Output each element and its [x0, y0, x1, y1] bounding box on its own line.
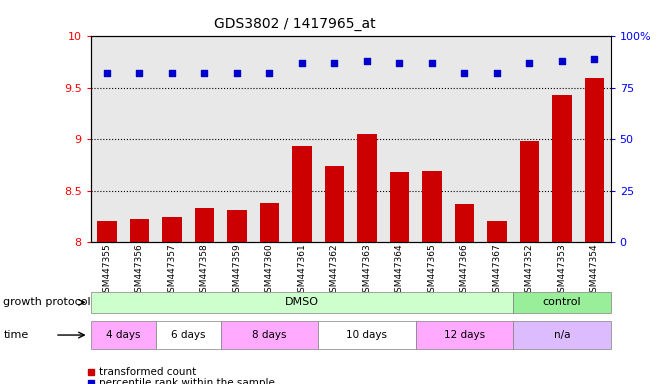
Bar	[227, 210, 246, 242]
Bar	[357, 134, 376, 242]
Point	[101, 70, 112, 76]
Point	[264, 70, 274, 76]
Text: transformed count: transformed count	[99, 367, 197, 377]
Text: 12 days: 12 days	[444, 330, 485, 340]
Bar	[487, 222, 507, 242]
Point	[589, 56, 600, 62]
Bar	[454, 204, 474, 242]
Bar	[162, 217, 182, 242]
Bar	[552, 95, 572, 242]
Text: control: control	[543, 297, 581, 308]
Bar	[130, 219, 149, 242]
Text: n/a: n/a	[554, 330, 570, 340]
Point	[231, 70, 242, 76]
Bar	[97, 222, 117, 242]
Text: growth protocol: growth protocol	[3, 297, 91, 308]
Text: 6 days: 6 days	[171, 330, 205, 340]
Bar	[325, 166, 344, 242]
Bar	[195, 208, 214, 242]
Point	[134, 70, 145, 76]
Point	[362, 58, 372, 64]
Bar	[422, 171, 442, 242]
Point	[427, 60, 437, 66]
Bar	[292, 146, 311, 242]
Point	[166, 70, 177, 76]
Point	[297, 60, 307, 66]
Text: 10 days: 10 days	[346, 330, 387, 340]
Text: percentile rank within the sample: percentile rank within the sample	[99, 378, 275, 384]
Text: 4 days: 4 days	[106, 330, 140, 340]
Bar	[519, 141, 539, 242]
Text: GDS3802 / 1417965_at: GDS3802 / 1417965_at	[215, 17, 376, 31]
Bar	[260, 203, 279, 242]
Point	[556, 58, 567, 64]
Text: 8 days: 8 days	[252, 330, 287, 340]
Bar	[390, 172, 409, 242]
Point	[199, 70, 210, 76]
Point	[329, 60, 340, 66]
Point	[459, 70, 470, 76]
Text: DMSO: DMSO	[285, 297, 319, 308]
Point	[394, 60, 405, 66]
Bar	[584, 78, 604, 242]
Point	[491, 70, 502, 76]
Text: time: time	[3, 330, 29, 340]
Point	[524, 60, 535, 66]
